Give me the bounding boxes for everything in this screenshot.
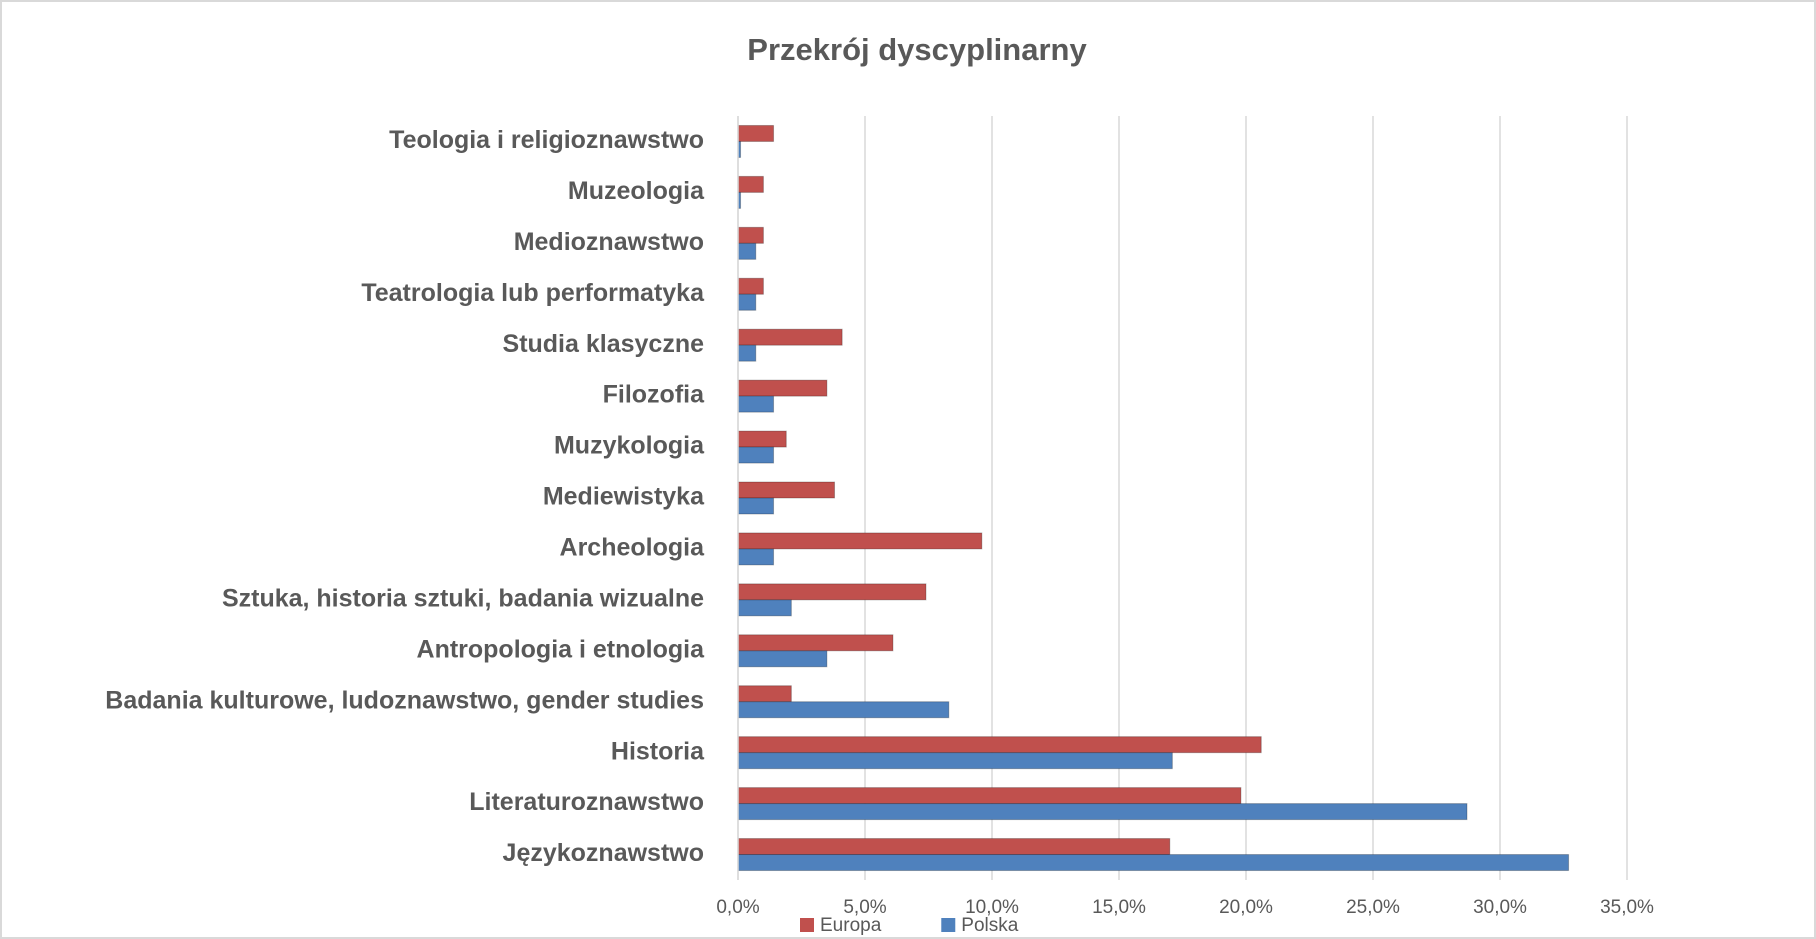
y-tick-label: Muzykologia xyxy=(554,432,705,460)
y-tick-label: Badania kulturowe, ludoznawstwo, gender … xyxy=(105,686,704,714)
bar xyxy=(737,293,757,311)
bar xyxy=(737,701,950,719)
y-tick-label: Teatrologia lub performatyka xyxy=(361,279,705,307)
y-tick-label: Historia xyxy=(611,737,705,765)
bar xyxy=(737,532,983,550)
bar xyxy=(737,242,757,260)
y-tick-label: Sztuka, historia sztuki, badania wizualn… xyxy=(222,584,704,612)
y-tick-label: Literaturoznawstwo xyxy=(469,788,704,816)
bar xyxy=(737,277,764,295)
x-tick-label: 30,0% xyxy=(1473,897,1527,918)
bar xyxy=(737,634,894,652)
bar xyxy=(737,583,927,601)
legend-swatch xyxy=(800,918,814,932)
y-tick-label: Muzeologia xyxy=(568,177,705,205)
y-tick-label: Mediewistyka xyxy=(543,483,705,511)
bar xyxy=(737,803,1468,821)
chart-title: Przekrój dyscyplinarny xyxy=(747,32,1087,67)
x-tick-label: 35,0% xyxy=(1600,897,1654,918)
bar xyxy=(737,497,775,515)
x-tick-label: 20,0% xyxy=(1219,897,1273,918)
y-tick-label: Językoznawstwo xyxy=(503,839,704,867)
bar xyxy=(737,650,828,668)
bar xyxy=(737,548,775,566)
legend-swatch xyxy=(941,918,956,932)
bar xyxy=(737,430,787,448)
bar xyxy=(737,481,836,499)
legend-label: Polska xyxy=(961,915,1018,936)
y-tick-label: Archeologia xyxy=(560,534,706,562)
y-tick-label: Teologia i religioznawstwo xyxy=(389,126,704,154)
bar xyxy=(737,446,775,464)
bar xyxy=(737,226,764,244)
bar xyxy=(737,344,757,362)
bar xyxy=(737,838,1171,856)
x-tick-label: 25,0% xyxy=(1346,897,1400,918)
bar xyxy=(737,379,828,397)
bar xyxy=(737,175,764,193)
y-tick-label: Antropologia i etnologia xyxy=(417,635,706,663)
bar xyxy=(737,599,792,617)
legend-label: Europa xyxy=(820,915,882,936)
bar xyxy=(737,685,792,703)
y-tick-label: Filozofia xyxy=(603,381,705,409)
bar xyxy=(737,395,775,413)
y-tick-label: Studia klasyczne xyxy=(503,330,705,358)
x-tick-label: 5,0% xyxy=(843,897,886,918)
bar xyxy=(737,854,1570,872)
y-tick-label: Medioznawstwo xyxy=(514,228,704,256)
x-tick-label: 0,0% xyxy=(716,897,759,918)
bar xyxy=(737,752,1173,770)
x-tick-label: 15,0% xyxy=(1092,897,1146,918)
bar xyxy=(737,124,775,142)
x-tick-label: 10,0% xyxy=(965,897,1019,918)
bar xyxy=(737,787,1242,805)
bar xyxy=(737,736,1262,754)
bar xyxy=(737,328,843,346)
